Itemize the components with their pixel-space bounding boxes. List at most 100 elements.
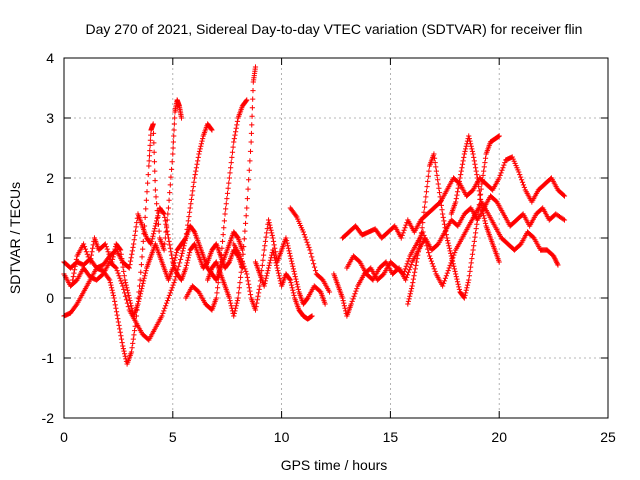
data-point — [425, 173, 431, 179]
data-point — [445, 267, 451, 274]
data-point — [402, 266, 408, 272]
data-point — [471, 238, 477, 245]
data-point — [268, 227, 274, 233]
data-point — [136, 296, 142, 302]
data-point — [234, 300, 240, 306]
data-point — [197, 146, 203, 152]
data-point — [428, 258, 435, 264]
data-point — [439, 207, 445, 213]
data-point — [472, 161, 478, 167]
data-point — [143, 206, 149, 212]
data-point — [231, 135, 237, 142]
data-point — [454, 276, 460, 282]
data-point — [151, 149, 157, 155]
data-point — [264, 270, 270, 276]
data-point — [451, 263, 457, 269]
data-point — [326, 289, 333, 295]
data-point — [453, 273, 459, 280]
data-point — [406, 296, 412, 302]
data-point — [289, 261, 295, 267]
data-point — [151, 140, 157, 146]
data-point — [244, 205, 250, 211]
data-point — [466, 135, 472, 142]
data-point — [145, 180, 151, 186]
data-point — [110, 254, 116, 260]
data-point — [256, 286, 262, 293]
data-point — [261, 247, 267, 253]
data-point — [186, 249, 193, 256]
data-point — [502, 159, 508, 166]
data-point — [262, 278, 269, 284]
data-point — [476, 183, 482, 190]
data-point — [435, 181, 441, 187]
data-point — [470, 247, 476, 253]
data-point — [462, 292, 468, 299]
data-point — [312, 267, 319, 274]
data-point — [190, 183, 196, 190]
data-point — [444, 235, 450, 241]
data-point — [441, 221, 448, 227]
data-point — [272, 255, 278, 261]
data-point — [482, 220, 489, 227]
data-point — [73, 260, 79, 266]
x-tick-label: 20 — [491, 429, 507, 445]
data-point — [138, 269, 144, 275]
data-point — [121, 268, 127, 275]
data-point — [235, 295, 241, 301]
data-point — [154, 218, 160, 224]
data-point — [118, 336, 125, 342]
data-point — [140, 246, 146, 252]
data-point — [111, 295, 117, 301]
data-point — [233, 303, 239, 309]
data-point — [409, 283, 415, 289]
data-point — [446, 245, 453, 251]
data-point — [290, 266, 297, 272]
data-point — [219, 238, 226, 245]
data-point — [466, 277, 472, 283]
data-point — [88, 252, 94, 258]
data-point — [471, 154, 477, 161]
data-point — [411, 273, 417, 279]
data-point — [414, 255, 420, 262]
data-point — [72, 263, 78, 269]
data-point — [418, 235, 424, 241]
data-point — [143, 267, 149, 274]
y-axis-label: SDTVAR / TECUs — [7, 182, 23, 294]
data-point — [108, 282, 114, 288]
data-point — [162, 235, 168, 241]
data-point — [481, 164, 487, 170]
data-point — [267, 257, 274, 263]
data-point — [403, 274, 410, 281]
data-point — [271, 242, 277, 248]
data-point — [417, 242, 423, 248]
data-point — [269, 232, 275, 239]
data-point — [135, 301, 141, 307]
data-point — [73, 256, 80, 263]
data-point — [149, 236, 155, 242]
data-point — [232, 308, 238, 314]
data-point — [465, 279, 471, 286]
data-point — [426, 168, 432, 174]
data-point — [192, 171, 198, 178]
data-point — [119, 260, 126, 266]
data-point — [106, 251, 112, 257]
data-point — [128, 303, 134, 309]
data-point — [237, 274, 244, 281]
data-point — [448, 253, 454, 259]
data-point — [132, 232, 138, 239]
data-point — [461, 154, 467, 161]
data-point — [228, 303, 234, 309]
data-point — [122, 279, 129, 286]
data-point — [174, 270, 180, 276]
data-point — [118, 278, 124, 284]
data-point — [171, 133, 177, 139]
data-point — [131, 237, 137, 243]
data-point — [474, 221, 480, 227]
data-point — [198, 141, 204, 147]
chart-title: Day 270 of 2021, Sidereal Day-to-day VTE… — [86, 21, 583, 37]
data-point — [226, 295, 232, 301]
data-point — [309, 254, 315, 260]
data-point — [226, 180, 232, 186]
data-point — [405, 298, 412, 305]
